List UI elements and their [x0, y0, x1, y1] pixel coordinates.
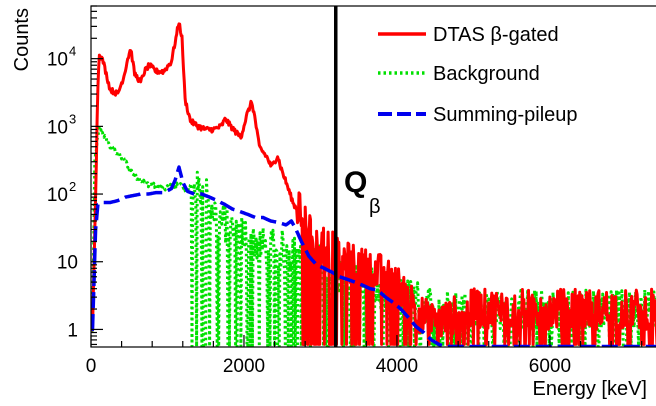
legend-entry: Background: [378, 63, 540, 85]
plot-area: [90, 5, 656, 348]
y-tick-base: 1: [67, 320, 78, 341]
y-tick-exponent: 2: [69, 179, 76, 194]
y-tick-base: 10: [47, 185, 68, 206]
x-tick-label: 2000: [223, 356, 265, 377]
legend-label: Summing-pileup: [433, 104, 578, 126]
y-axis-title: Counts: [11, 8, 33, 71]
y-tick-base: 10: [47, 50, 68, 71]
y-tick-label: 10 3: [47, 111, 76, 138]
q-value-label: Q: [344, 166, 367, 199]
y-tick-label: 10 2: [47, 179, 76, 206]
y-tick-label: 10 4: [47, 44, 76, 71]
y-tick-base: 10: [47, 117, 68, 138]
y-tick-exponent: 4: [69, 44, 76, 59]
series-dtas-gated: [91, 22, 656, 346]
series-layer: [91, 22, 656, 347]
x-tick-label: 4000: [376, 356, 418, 377]
y-tick-exponent: 3: [69, 111, 76, 126]
legend: DTAS β-gated Background Summing-pileup: [378, 24, 578, 126]
q-value-annotation: Q β: [344, 166, 381, 218]
y-tick-base: 10: [57, 253, 78, 274]
x-axis: 0 2000 4000 6000: [86, 335, 643, 377]
legend-label: DTAS β-gated: [433, 24, 559, 46]
plot-frame: [90, 5, 656, 348]
x-axis-title: Energy [keV]: [532, 378, 647, 400]
legend-entry: DTAS β-gated: [378, 24, 559, 46]
x-tick-label: 6000: [529, 356, 571, 377]
x-tick-label: 0: [86, 356, 97, 377]
y-tick-label: 1: [67, 320, 78, 341]
legend-entry: Summing-pileup: [378, 104, 578, 126]
y-tick-label: 10: [57, 253, 78, 274]
q-value-subscript: β: [369, 196, 381, 218]
legend-label: Background: [433, 63, 540, 85]
